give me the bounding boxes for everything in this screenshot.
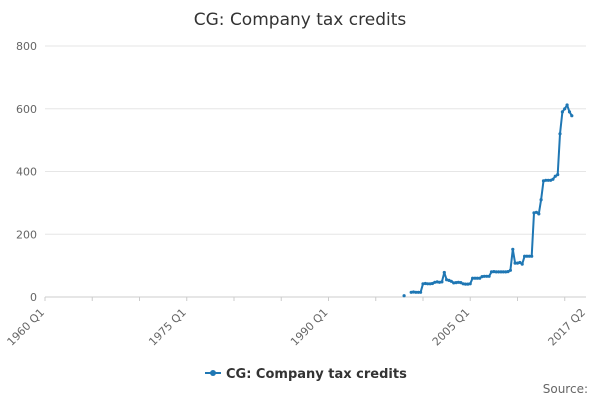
data-point [513,261,517,265]
data-point [501,270,505,274]
data-point [487,274,491,278]
data-point [553,174,557,178]
data-point [473,276,477,280]
x-tick-label: 2005 Q1 [430,306,473,349]
x-tick-label: 1975 Q1 [146,306,189,349]
data-point [527,254,531,258]
data-point [530,254,534,258]
y-tick-label: 400 [16,166,37,179]
data-point [437,280,442,284]
data-point [523,254,527,258]
y-tick-label: 200 [16,228,37,241]
data-point [489,270,494,274]
series-line [411,104,573,294]
data-point [508,268,512,272]
data-point [551,177,555,181]
data-point [445,278,449,282]
y-tick-label: 800 [16,40,37,53]
data-point [433,280,437,284]
data-point [471,276,475,280]
x-tick-label: 1960 Q1 [5,306,48,349]
data-point [520,262,524,266]
data-point [449,279,453,283]
data-point [442,270,446,275]
data-point [558,132,562,136]
data-point [518,260,522,265]
data-point [430,281,434,286]
data-point [452,281,456,285]
legend-point-marker [210,370,216,376]
data-point [494,270,498,274]
data-point [414,290,418,294]
data-point [463,282,468,286]
data-point [416,290,420,294]
data-point [544,178,548,182]
data-point [478,276,482,280]
data-point [546,178,550,182]
chart-title: CG: Company tax credits [194,10,407,30]
data-point [537,212,541,216]
data-point [497,270,501,274]
data-point [419,290,423,294]
data-point [468,282,472,286]
data-point [511,247,515,251]
data-point [556,173,560,177]
data-point [565,103,569,107]
data-point [411,290,416,294]
data-point [515,261,520,265]
y-axis: 0 200 400 600 800 [16,40,37,304]
data-point [563,107,567,111]
data-point [485,274,489,278]
data-point [532,211,536,215]
data-point [525,254,529,258]
data-point [499,270,503,274]
data-point [567,110,572,114]
data-point [570,114,574,118]
legend[interactable]: CG: Company tax credits [205,367,407,382]
data-point [560,110,565,114]
data-point [426,282,430,286]
gridlines [45,45,586,235]
data-point [402,294,406,298]
y-tick-label: 0 [30,291,37,304]
data-point [475,276,479,280]
legend-label: CG: Company tax credits [226,367,407,382]
data-point [534,210,539,214]
data-point [539,198,543,202]
data-point [506,270,510,274]
x-axis: 1960 Q1 1975 Q1 1990 Q1 2005 Q1 2017 Q2 [5,296,589,349]
y-tick-label: 600 [16,103,37,116]
data-point [459,281,463,285]
x-tick-label: 1990 Q1 [288,306,331,349]
x-tick-label: 2017 Q2 [546,306,589,349]
data-point [456,280,460,284]
data-point [440,280,444,284]
data-point [421,282,425,286]
data-point [482,274,486,278]
source-label: Source: [543,382,588,396]
series-layer [402,103,574,298]
